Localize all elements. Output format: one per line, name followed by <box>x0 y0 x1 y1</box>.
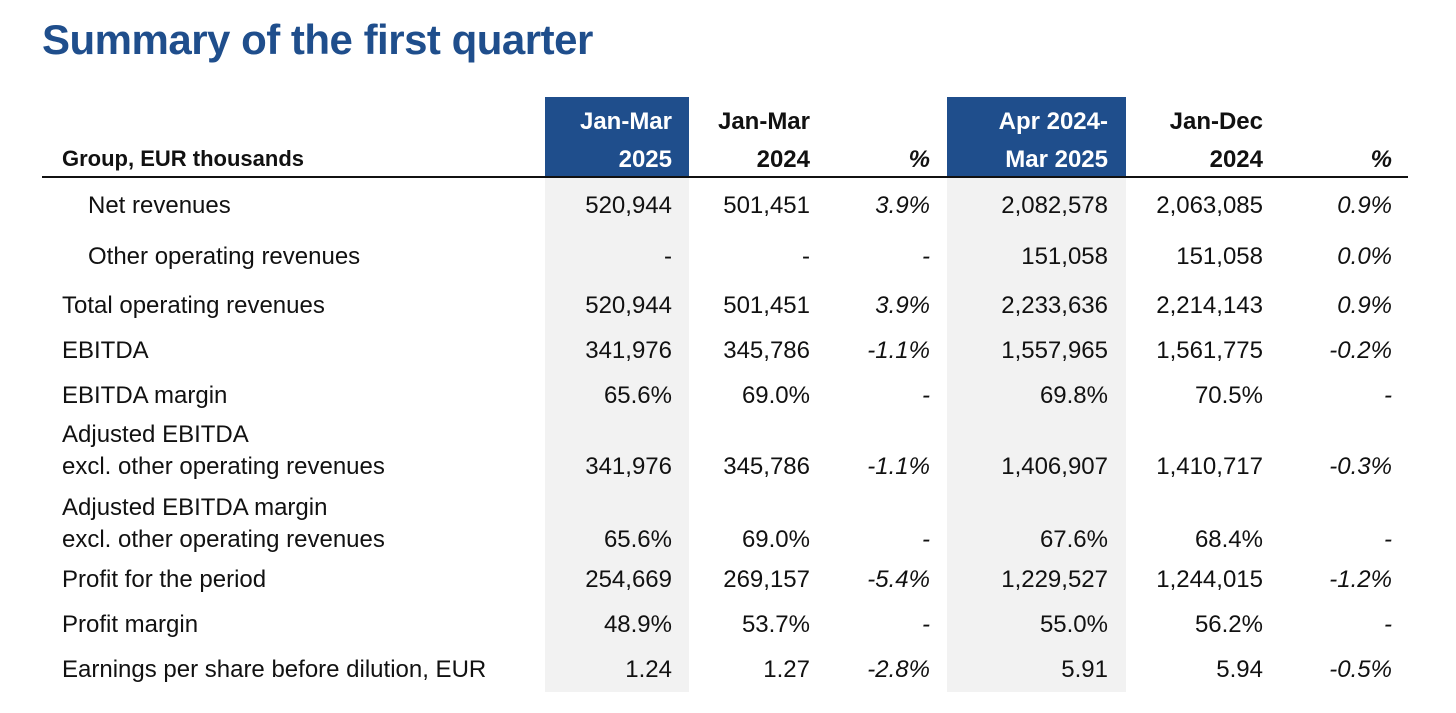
column-header-5-line-2: 2024 <box>1209 146 1263 173</box>
page-title: Summary of the first quarter <box>42 16 593 63</box>
header-rule <box>42 176 1408 178</box>
table-cell: -1.1% <box>867 337 930 364</box>
table-cell: - <box>922 382 930 409</box>
table-cell: 3.9% <box>875 292 930 319</box>
table-cell: 69.8% <box>1039 382 1108 409</box>
row-header-label: Group, EUR thousands <box>62 146 304 171</box>
table-cell: 5.94 <box>1216 656 1263 683</box>
row-label: EBITDA margin <box>62 382 228 409</box>
column-header-highlight <box>947 97 1126 177</box>
table-cell: 2,063,085 <box>1156 192 1263 219</box>
table-cell: 520,944 <box>585 292 672 319</box>
table-cell: - <box>1384 526 1392 553</box>
table-cell: 1,406,907 <box>1001 453 1108 480</box>
table-cell: 1,244,015 <box>1156 566 1263 593</box>
table-cell: 0.0% <box>1337 243 1392 270</box>
row-label: Profit for the period <box>62 566 267 593</box>
table-cell: - <box>922 611 930 638</box>
table-cell: - <box>664 243 672 270</box>
table-cell: 151,058 <box>1021 243 1108 270</box>
column-shade <box>947 177 1126 692</box>
table-cell: 520,944 <box>585 192 672 219</box>
row-label: excl. other operating revenues <box>62 526 385 553</box>
table-cell: 70.5% <box>1194 382 1263 409</box>
table-cell: 69.0% <box>741 526 810 553</box>
table-cell: 65.6% <box>603 526 672 553</box>
table-cell: -5.4% <box>867 566 930 593</box>
column-header-2-line-1: Jan-Mar <box>717 108 810 135</box>
table-cell: -0.2% <box>1329 337 1392 364</box>
column-header-3-line-2: % <box>908 146 930 173</box>
table-cell: 48.9% <box>603 611 672 638</box>
table-cell: 1,410,717 <box>1156 453 1263 480</box>
table-cell: 1.24 <box>625 656 672 683</box>
table-cell: 67.6% <box>1039 526 1108 553</box>
column-header-1-line-1: Jan-Mar <box>579 108 672 135</box>
table-cell: -0.3% <box>1329 453 1392 480</box>
row-label: EBITDA <box>62 337 149 364</box>
row-label: excl. other operating revenues <box>62 453 385 480</box>
column-header-6-line-2: % <box>1370 146 1392 173</box>
table-cell: -0.5% <box>1329 656 1392 683</box>
table-cell: 69.0% <box>741 382 810 409</box>
table-cell: 501,451 <box>723 292 810 319</box>
column-header-highlight <box>545 97 689 177</box>
table-cell: 1,229,527 <box>1001 566 1108 593</box>
table-cell: -1.1% <box>867 453 930 480</box>
row-label: Earnings per share before dilution, EUR <box>62 656 487 683</box>
table-cell: 341,976 <box>585 453 672 480</box>
table-cell: 2,214,143 <box>1156 292 1263 319</box>
table-cell: -1.2% <box>1329 566 1392 593</box>
row-label-line-1: Adjusted EBITDA margin <box>62 494 328 521</box>
table-cell: 151,058 <box>1176 243 1263 270</box>
table-cell: 0.9% <box>1337 192 1392 219</box>
table-cell: 1.27 <box>763 656 810 683</box>
table-cell: 501,451 <box>723 192 810 219</box>
row-label: Profit margin <box>62 611 199 638</box>
table-cell: - <box>1384 611 1392 638</box>
column-header-2-line-2: 2024 <box>756 146 810 173</box>
row-label: Total operating revenues <box>62 292 325 319</box>
table-cell: 55.0% <box>1039 611 1108 638</box>
table-cell: 68.4% <box>1194 526 1263 553</box>
table-cell: 2,082,578 <box>1001 192 1108 219</box>
table-cell: 345,786 <box>723 337 810 364</box>
row-label: Other operating revenues <box>88 243 361 270</box>
column-header-4-line-2: Mar 2025 <box>1005 146 1108 173</box>
table-cell: 1,561,775 <box>1156 337 1263 364</box>
table-cell: 0.9% <box>1337 292 1392 319</box>
table-cell: 345,786 <box>723 453 810 480</box>
table-cell: - <box>922 526 930 553</box>
table-cell: 56.2% <box>1194 611 1263 638</box>
table-cell: - <box>802 243 810 270</box>
table-cell: 5.91 <box>1061 656 1108 683</box>
table-cell: - <box>922 243 930 270</box>
row-label-line-1: Adjusted EBITDA <box>62 421 249 448</box>
column-header-5-line-1: Jan-Dec <box>1169 108 1263 135</box>
column-header-4-line-1: Apr 2024- <box>998 108 1108 135</box>
column-shade <box>545 177 689 692</box>
table-cell: 53.7% <box>741 611 810 638</box>
table-cell: 3.9% <box>875 192 930 219</box>
table-cell: -2.8% <box>867 656 930 683</box>
table-cell: 1,557,965 <box>1001 337 1108 364</box>
column-header-1-line-2: 2025 <box>618 146 672 173</box>
table-cell: 341,976 <box>585 337 672 364</box>
table-cell: 254,669 <box>585 566 672 593</box>
table-cell: 269,157 <box>723 566 810 593</box>
table-cell: 2,233,636 <box>1001 292 1108 319</box>
row-label: Net revenues <box>88 192 231 219</box>
table-cell: 65.6% <box>603 382 672 409</box>
table-cell: - <box>1384 382 1392 409</box>
